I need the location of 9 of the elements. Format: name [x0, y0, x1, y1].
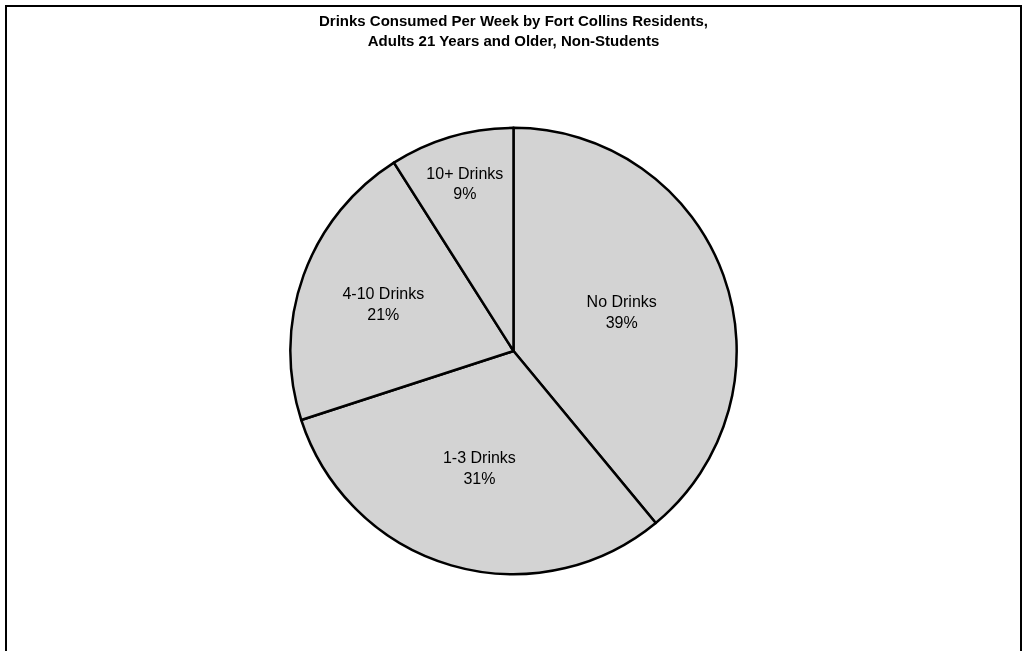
slice-label: 4-10 Drinks: [342, 285, 425, 303]
data-label: 31%: [463, 470, 496, 488]
slice-label: No Drinks: [586, 293, 657, 311]
slice-label: 1-3 Drinks: [442, 449, 516, 467]
chart-title: Drinks Consumed Per Week by Fort Collins Residents, Adults 21 Years and Older, Non-Students: [319, 12, 708, 49]
slice-label: 10+ Drinks: [426, 164, 504, 182]
data-label: 9%: [453, 185, 477, 203]
data-label: 39%: [605, 313, 638, 331]
data-label: 21%: [367, 306, 400, 324]
